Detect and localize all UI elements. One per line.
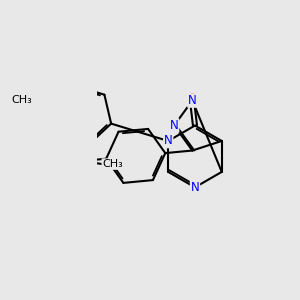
Text: N: N <box>190 181 200 194</box>
Text: N: N <box>170 119 178 132</box>
Text: O: O <box>187 92 196 105</box>
Text: N: N <box>188 94 197 107</box>
Text: CH₃: CH₃ <box>11 94 32 105</box>
Text: N: N <box>164 134 172 148</box>
Text: CH₃: CH₃ <box>102 159 123 169</box>
